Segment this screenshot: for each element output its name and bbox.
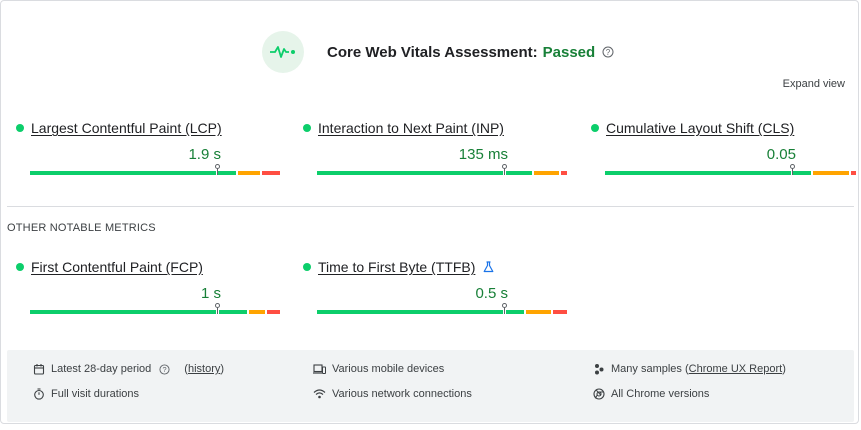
- samples-icon: [595, 364, 604, 375]
- bar-good-segment: [30, 310, 216, 314]
- wifi-icon: [313, 389, 326, 399]
- chrome-icon: [593, 388, 605, 400]
- footer-durations: Full visit durations: [33, 388, 139, 400]
- metric-fcp-label[interactable]: First Contentful Paint (FCP): [31, 259, 203, 275]
- metric-lcp-distribution-bar: [16, 164, 280, 175]
- metric-ttfb-distribution-bar: [303, 303, 567, 314]
- calendar-icon: [33, 364, 45, 375]
- metric-fcp-value: 1 s: [200, 285, 221, 302]
- assessment-status: Passed: [542, 43, 596, 61]
- bar-good-segment: [506, 171, 532, 175]
- good-status-dot: [16, 124, 24, 132]
- p75-marker: [502, 164, 507, 175]
- bar-poor-segment: [267, 310, 280, 314]
- footer-chrome: All Chrome versions: [593, 388, 709, 400]
- history-link[interactable]: history: [187, 363, 221, 375]
- footer-devices-text: Various mobile devices: [332, 363, 445, 375]
- metric-cls-label[interactable]: Cumulative Layout Shift (CLS): [606, 120, 795, 136]
- good-status-dot: [303, 263, 311, 271]
- good-status-dot: [591, 124, 599, 132]
- good-status-dot: [303, 124, 311, 132]
- p75-marker: [215, 303, 220, 314]
- assessment-title: Core Web Vitals Assessment:: [327, 43, 538, 61]
- bar-poor-segment: [553, 310, 567, 314]
- footer-durations-text: Full visit durations: [51, 388, 140, 400]
- footer-samples-close: ): [782, 363, 786, 375]
- section-divider: [7, 206, 854, 207]
- footer-devices: Various mobile devices: [313, 363, 444, 375]
- help-circle-icon[interactable]: ?: [602, 46, 614, 58]
- metric-ttfb: Time to First Byte (TTFB) 0.5 s: [303, 259, 567, 314]
- metric-fcp-distribution-bar: [16, 303, 280, 314]
- bar-good-segment: [506, 310, 524, 314]
- footer-period: Latest 28-day period ? (history): [33, 363, 224, 375]
- bar-needs-improvement-segment: [526, 310, 551, 314]
- history-link-close: ): [220, 363, 225, 375]
- metric-cls-value: 0.05: [766, 146, 796, 163]
- metric-fcp: First Contentful Paint (FCP) 1 s: [16, 259, 280, 314]
- lab-flask-icon[interactable]: [483, 261, 494, 273]
- footer-samples-text: Many samples (: [611, 363, 689, 375]
- p75-marker: [790, 164, 795, 175]
- footer-chrome-text: All Chrome versions: [611, 388, 710, 400]
- metric-inp-distribution-bar: [303, 164, 567, 175]
- svg-text:?: ?: [163, 365, 167, 374]
- metric-ttfb-label[interactable]: Time to First Byte (TTFB): [318, 259, 476, 275]
- p75-marker: [502, 303, 507, 314]
- bar-good-segment: [605, 171, 791, 175]
- bar-needs-improvement-segment: [813, 171, 849, 175]
- footer-network: Various network connections: [313, 388, 472, 400]
- metric-inp: Interaction to Next Paint (INP) 135 ms: [303, 120, 567, 175]
- bar-poor-segment: [851, 171, 856, 175]
- bar-good-segment: [317, 310, 503, 314]
- history-link-open: (: [184, 363, 188, 375]
- timer-icon: [34, 388, 44, 400]
- svg-text:?: ?: [606, 48, 611, 57]
- bar-needs-improvement-segment: [534, 171, 559, 175]
- bar-needs-improvement-segment: [238, 171, 260, 175]
- vitals-pulse-icon: [262, 31, 304, 73]
- expand-view-link[interactable]: Expand view: [782, 78, 845, 90]
- metric-lcp: Largest Contentful Paint (LCP) 1.9 s: [16, 120, 280, 175]
- devices-icon: [313, 364, 326, 374]
- help-circle-icon[interactable]: ?: [159, 363, 176, 375]
- good-status-dot: [16, 263, 24, 271]
- bar-good-segment: [30, 171, 216, 175]
- footer-samples: Many samples (Chrome UX Report): [593, 363, 786, 375]
- footer-period-text: Latest 28-day period: [51, 363, 152, 375]
- chrome-ux-report-link[interactable]: Chrome UX Report: [688, 363, 783, 375]
- bar-good-segment: [219, 310, 247, 314]
- p75-marker: [215, 164, 220, 175]
- assessment-header: Core Web Vitals Assessment: Passed ?: [262, 31, 614, 73]
- bar-poor-segment: [561, 171, 567, 175]
- metric-cls: Cumulative Layout Shift (CLS) 0.05: [591, 120, 856, 175]
- bar-good-segment: [317, 171, 503, 175]
- bar-needs-improvement-segment: [249, 310, 265, 314]
- metric-ttfb-value: 0.5 s: [475, 285, 508, 302]
- metric-lcp-label[interactable]: Largest Contentful Paint (LCP): [31, 120, 222, 136]
- metric-lcp-value: 1.9 s: [188, 146, 221, 163]
- bar-good-segment: [793, 171, 811, 175]
- other-metrics-heading: OTHER NOTABLE METRICS: [7, 222, 156, 234]
- data-collection-footer: Latest 28-day period ? (history) Full vi…: [7, 350, 854, 422]
- metric-cls-distribution-bar: [591, 164, 856, 175]
- footer-network-text: Various network connections: [332, 388, 472, 400]
- bar-good-segment: [218, 171, 236, 175]
- metric-inp-value: 135 ms: [458, 146, 508, 163]
- metric-inp-label[interactable]: Interaction to Next Paint (INP): [318, 120, 504, 136]
- bar-poor-segment: [262, 171, 280, 175]
